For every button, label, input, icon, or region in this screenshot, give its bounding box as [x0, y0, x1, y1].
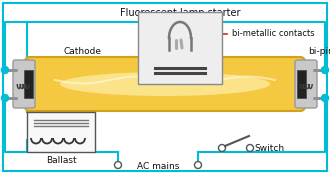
FancyBboxPatch shape [295, 60, 317, 108]
Circle shape [2, 66, 9, 73]
Bar [297, 70, 306, 98]
Bar [138, 12, 222, 84]
Text: AC mains: AC mains [137, 162, 179, 171]
Circle shape [115, 161, 121, 168]
Text: bi-metallic contacts: bi-metallic contacts [232, 30, 314, 38]
Text: Cathode: Cathode [63, 47, 101, 56]
Text: Fluorescent lamp starter: Fluorescent lamp starter [120, 8, 240, 18]
FancyBboxPatch shape [13, 60, 35, 108]
Circle shape [194, 161, 202, 168]
Circle shape [247, 144, 253, 152]
Bar [27, 112, 95, 152]
Ellipse shape [60, 72, 270, 96]
Bar [24, 70, 33, 98]
Text: bi-pin: bi-pin [308, 47, 330, 56]
Circle shape [321, 94, 328, 101]
Circle shape [2, 94, 9, 101]
Text: Switch: Switch [254, 144, 284, 153]
Circle shape [321, 66, 328, 73]
Text: Ballast: Ballast [46, 156, 76, 165]
FancyBboxPatch shape [25, 57, 305, 111]
Circle shape [218, 144, 225, 152]
